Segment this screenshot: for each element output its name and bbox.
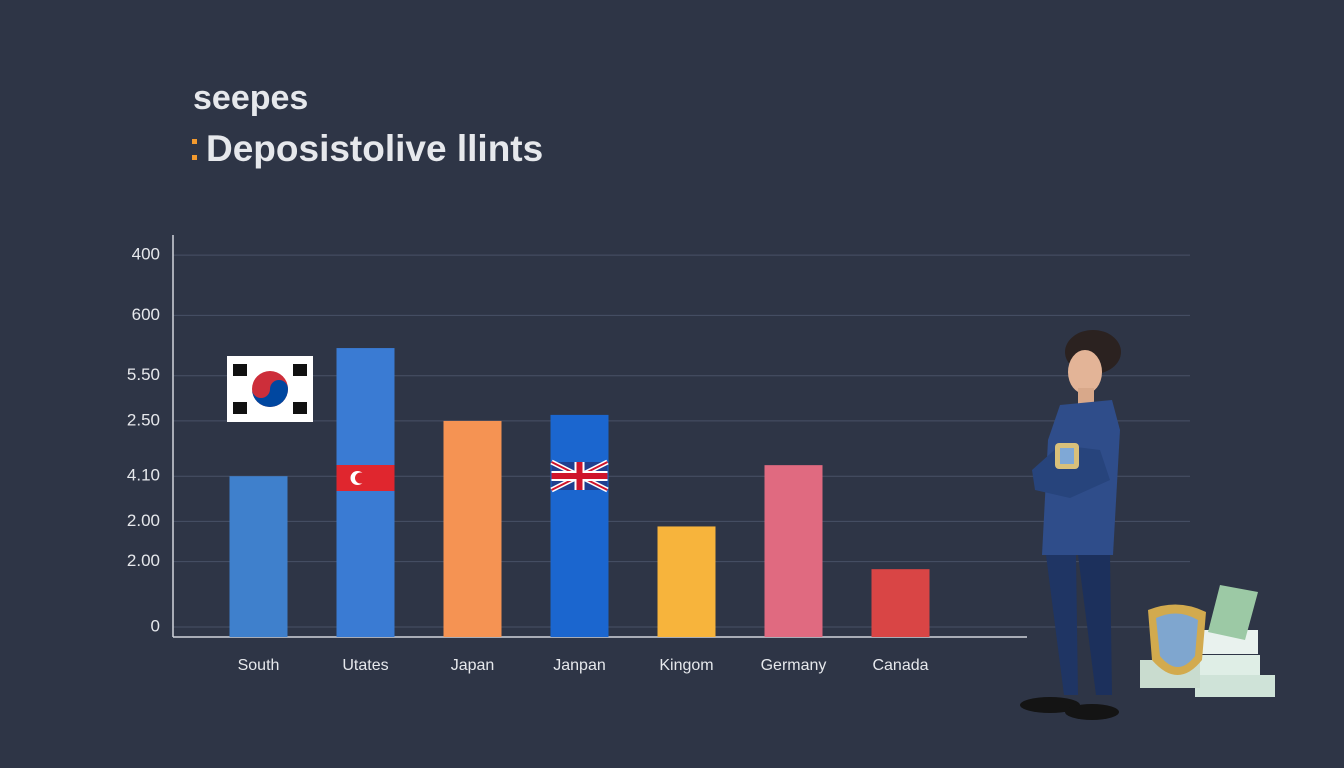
bar — [229, 476, 288, 637]
y-tick-label: 2.00 — [127, 511, 160, 530]
x-tick-label: South — [238, 657, 280, 674]
y-tick-label: 600 — [132, 305, 160, 324]
money-illustration — [1140, 585, 1275, 697]
bar — [871, 569, 930, 637]
flag — [293, 364, 307, 376]
title-marker — [192, 139, 197, 144]
person-illustration — [1020, 330, 1121, 720]
flag — [252, 380, 288, 407]
bar — [550, 414, 609, 637]
bar — [764, 465, 823, 637]
title-marker — [192, 155, 197, 160]
y-tick-label: 0 — [151, 616, 160, 635]
bar — [443, 420, 502, 637]
y-tick-label: 400 — [132, 245, 160, 264]
flag — [233, 402, 247, 414]
x-tick-label: Janpan — [553, 657, 606, 674]
y-tick-label: 2.00 — [127, 551, 160, 570]
x-tick-label: Kingom — [659, 657, 713, 674]
y-tick-label: 2.50 — [127, 410, 160, 429]
plot-area: 400 600 5.50 2.50 4.10 2.00 2.00 0 South Utates Ja… — [127, 235, 1190, 674]
bar — [336, 348, 395, 637]
x-tick-label: Germany — [761, 657, 827, 674]
flag — [293, 402, 307, 414]
flag — [233, 364, 247, 376]
y-tick-label: 4.10 — [127, 466, 160, 485]
flag — [355, 472, 366, 484]
chart-title: seepes — [193, 79, 308, 117]
chart-subtitle: Deposistolive llints — [206, 128, 543, 169]
x-tick-label: Utates — [342, 657, 388, 674]
x-tick-label: Canada — [872, 657, 928, 674]
flag — [576, 462, 583, 490]
bar — [657, 526, 716, 637]
y-tick-label: 5.50 — [127, 365, 160, 384]
x-tick-label: Japan — [451, 657, 495, 674]
